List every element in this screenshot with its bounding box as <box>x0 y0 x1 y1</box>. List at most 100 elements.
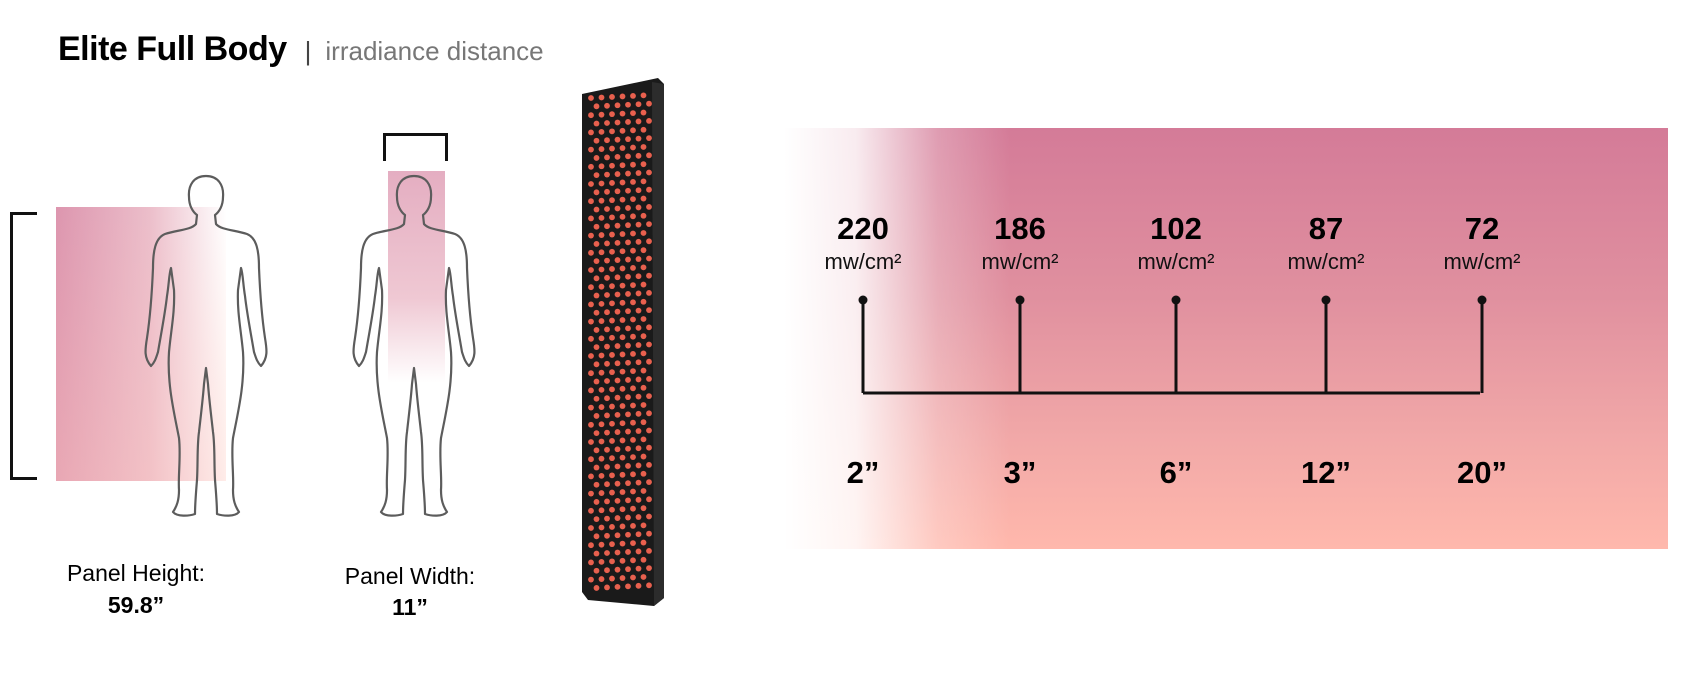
led-dot <box>625 222 631 229</box>
led-dot <box>619 110 626 117</box>
led-dot <box>625 205 631 211</box>
led-dot <box>619 403 626 409</box>
led-dot <box>593 481 600 488</box>
led-dot <box>646 118 652 124</box>
distance-label: 2” <box>846 455 880 490</box>
led-dot <box>598 576 605 582</box>
led-dot <box>598 249 605 256</box>
led-dot <box>625 239 631 246</box>
led-dot <box>646 221 652 228</box>
led-dot <box>604 378 610 384</box>
led-dot <box>598 472 605 479</box>
led-dot <box>609 489 615 496</box>
led-dot <box>619 506 626 513</box>
led-dot <box>619 351 626 358</box>
led-dot <box>588 249 594 256</box>
led-dot <box>604 326 610 333</box>
led-dot <box>635 273 642 280</box>
led-dot <box>640 436 647 443</box>
led-dot <box>640 316 647 322</box>
led-dot <box>619 334 626 341</box>
led-dot <box>646 204 652 210</box>
led-dot <box>619 265 626 272</box>
led-dot <box>646 376 652 382</box>
led-dot <box>598 94 605 101</box>
led-dot <box>588 473 594 480</box>
led-dot <box>614 205 621 212</box>
led-dot <box>604 429 610 436</box>
led-dot <box>630 144 636 151</box>
led-dot <box>625 342 631 349</box>
led-dot <box>593 120 600 127</box>
led-dot <box>588 421 594 428</box>
distance-axis <box>858 295 1487 395</box>
led-dot <box>614 171 621 177</box>
led-dot <box>619 299 626 306</box>
led-dot <box>640 574 647 580</box>
led-dot <box>588 284 594 291</box>
led-dot <box>640 419 647 426</box>
led-dot <box>609 403 615 410</box>
led-dot <box>588 129 594 136</box>
led-dot <box>635 393 642 400</box>
led-dot <box>619 179 626 186</box>
led-dot <box>640 333 647 340</box>
led-dot <box>604 481 610 488</box>
led-dot <box>593 533 600 540</box>
led-dot <box>619 248 626 255</box>
led-dot <box>635 359 642 366</box>
led-dot <box>614 239 621 246</box>
led-dot <box>619 489 626 495</box>
led-dot <box>598 180 605 187</box>
led-dot <box>609 231 615 238</box>
led-dot <box>646 548 652 554</box>
title-separator: | <box>304 36 312 66</box>
led-dot <box>593 516 600 523</box>
led-dot <box>598 558 605 565</box>
led-dot <box>614 360 621 367</box>
led-dot <box>630 265 636 271</box>
led-dot <box>609 197 615 204</box>
led-dot <box>640 402 647 408</box>
led-dot <box>593 206 600 213</box>
led-dot <box>619 145 626 151</box>
panel-width-value: 11” <box>392 594 428 620</box>
led-dot <box>635 548 642 555</box>
led-dot <box>604 464 610 470</box>
led-dot <box>588 525 594 531</box>
irradiance-value: 186 <box>994 211 1046 246</box>
led-dot <box>619 162 626 169</box>
led-dot <box>630 316 636 323</box>
led-dot <box>619 575 626 581</box>
led-dot <box>588 198 594 205</box>
distance-label: 20” <box>1457 455 1507 490</box>
led-dot <box>593 292 600 299</box>
irradiance-reading: 220 mw/cm² <box>803 210 923 276</box>
led-dot <box>640 539 647 546</box>
led-dot <box>598 421 605 428</box>
panel-width-label: Panel Width: <box>344 563 476 589</box>
led-dot <box>588 404 594 411</box>
led-dot <box>614 583 621 590</box>
led-dot <box>614 463 621 470</box>
led-dot <box>598 111 605 118</box>
led-dot <box>604 188 610 195</box>
led-dot <box>630 574 636 581</box>
page-title: Elite Full Body <box>58 30 287 68</box>
led-dot <box>619 523 626 530</box>
led-dot <box>635 256 642 262</box>
irradiance-value: 220 <box>837 211 889 246</box>
led-dot <box>640 453 647 460</box>
led-dot <box>630 110 636 116</box>
led-dot <box>630 196 636 202</box>
irradiance-scale: 220 mw/cm² 2” 186 mw/cm² 3” 102 mw/cm² 6” 87 mw/cm… <box>780 150 1560 550</box>
led-dot <box>588 95 594 101</box>
led-dot <box>614 257 621 263</box>
irradiance-reading: 87 mw/cm² <box>1266 210 1386 276</box>
led-dot <box>625 325 631 332</box>
led-dot <box>640 195 647 202</box>
led-dot <box>630 93 636 99</box>
led-dot <box>604 102 610 109</box>
panel-height-label: Panel Height: <box>66 560 206 586</box>
led-dot <box>604 171 610 178</box>
